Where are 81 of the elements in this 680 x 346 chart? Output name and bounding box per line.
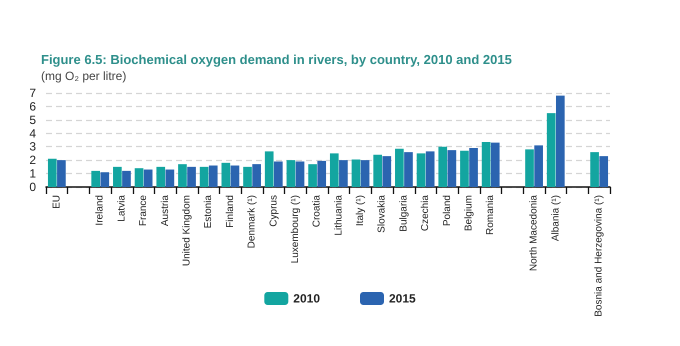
bar bbox=[525, 149, 534, 187]
bar bbox=[208, 166, 218, 187]
bar bbox=[243, 166, 252, 187]
x-tick-label: Denmark (¹) bbox=[246, 195, 258, 248]
bar bbox=[122, 170, 131, 187]
x-tick-label: Cyprus bbox=[268, 195, 280, 227]
x-tick-label: Belgium bbox=[464, 195, 474, 232]
x-tick-label: United Kingdom bbox=[182, 195, 192, 266]
bar bbox=[274, 161, 283, 187]
x-tick-label: Albania (¹) bbox=[550, 195, 562, 242]
x-tick-label: France bbox=[138, 194, 150, 226]
bar bbox=[469, 148, 478, 187]
bar bbox=[546, 113, 556, 187]
bar bbox=[264, 151, 274, 187]
bar bbox=[438, 146, 448, 187]
bar bbox=[352, 159, 360, 187]
bar bbox=[144, 170, 153, 187]
chart-title: Figure 6.5: Biochemical oxygen demand in rivers, by country, 2010 and 2015 bbox=[41, 52, 512, 67]
bar bbox=[373, 154, 382, 187]
bar bbox=[534, 145, 543, 187]
y-tick-label: 1 bbox=[29, 166, 36, 181]
x-tick-label: Italy (¹) bbox=[355, 195, 366, 226]
bar bbox=[178, 164, 187, 187]
bar bbox=[339, 160, 348, 187]
bar bbox=[57, 160, 66, 187]
y-tick-label: 7 bbox=[29, 86, 36, 100]
bar bbox=[187, 166, 196, 187]
bar bbox=[308, 164, 317, 187]
bar bbox=[490, 142, 500, 187]
bar bbox=[286, 160, 296, 187]
bar bbox=[482, 142, 490, 187]
bar bbox=[230, 166, 240, 187]
x-tick-label: Bosnia and Herzegovina (¹) bbox=[594, 195, 605, 317]
bar bbox=[91, 170, 100, 187]
bar bbox=[296, 161, 304, 187]
bar bbox=[134, 168, 144, 187]
x-tick-label: Austria bbox=[160, 194, 171, 226]
bar bbox=[382, 156, 392, 187]
bar bbox=[113, 166, 122, 187]
x-tick-label: Finland bbox=[224, 195, 236, 228]
y-tick-label: 6 bbox=[29, 99, 36, 114]
bar bbox=[100, 172, 110, 187]
x-tick-label: EU bbox=[51, 195, 62, 209]
x-tick-label: Romania bbox=[485, 194, 496, 236]
y-tick-label: 4 bbox=[29, 126, 36, 140]
bar bbox=[221, 162, 230, 187]
x-tick-label: Lithuania bbox=[333, 194, 344, 236]
legend-label: 2010 bbox=[293, 292, 320, 306]
bar bbox=[556, 96, 565, 187]
bar bbox=[360, 160, 370, 187]
bar bbox=[460, 150, 469, 187]
y-tick-label: 5 bbox=[29, 112, 36, 127]
legend-label: 2015 bbox=[389, 292, 416, 306]
bar bbox=[48, 158, 57, 187]
x-tick-label: Latvia bbox=[116, 194, 128, 222]
x-tick-label: Slovakia bbox=[376, 194, 388, 233]
y-tick-label: 3 bbox=[29, 140, 36, 154]
x-tick-label: Luxembourg (¹) bbox=[290, 195, 301, 264]
bar bbox=[200, 166, 208, 187]
bar bbox=[426, 151, 435, 187]
x-tick-label: Estonia bbox=[203, 194, 214, 228]
y-tick-label: 2 bbox=[29, 153, 36, 168]
x-tick-label: Ireland bbox=[94, 195, 106, 226]
bar bbox=[416, 153, 426, 187]
bar bbox=[252, 164, 261, 187]
x-tick-label: Poland bbox=[442, 195, 453, 226]
x-tick-label: Croatia bbox=[312, 194, 323, 228]
chart-subtitle: (mg O₂ per litre) bbox=[41, 69, 126, 83]
x-tick-label: Bulgaria bbox=[398, 194, 410, 232]
bar bbox=[599, 156, 608, 187]
bar bbox=[404, 152, 413, 187]
x-tick-label: North Macedonia bbox=[528, 194, 540, 272]
y-tick-label: 0 bbox=[29, 180, 36, 194]
bar bbox=[330, 153, 339, 187]
bar bbox=[317, 160, 326, 187]
bar bbox=[590, 152, 599, 187]
bar bbox=[156, 166, 166, 187]
bar bbox=[395, 148, 404, 187]
x-tick-label: Czechia bbox=[420, 194, 432, 232]
bar bbox=[448, 150, 456, 187]
bar bbox=[166, 170, 174, 187]
